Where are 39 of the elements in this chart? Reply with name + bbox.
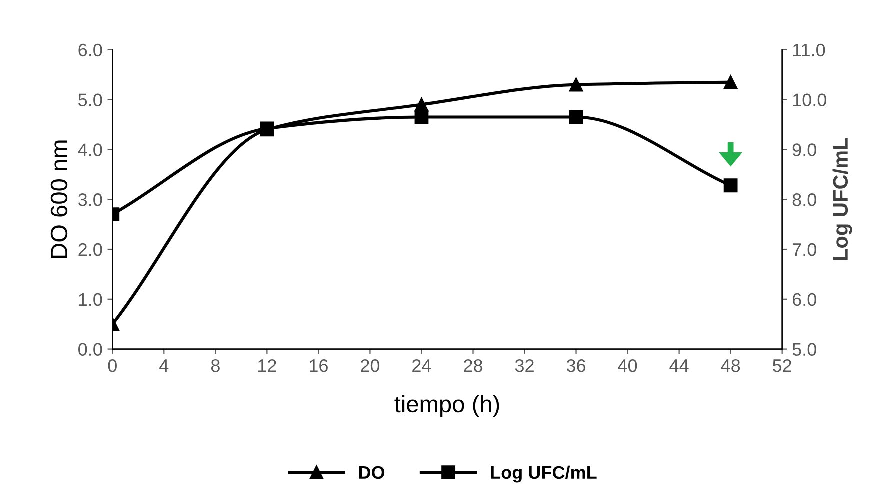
point <box>414 110 429 124</box>
y-tick-label: 0.0 <box>78 343 102 356</box>
x-tick-label: 40 <box>618 360 638 372</box>
point <box>260 122 274 136</box>
y2-tick-label: 7.0 <box>792 243 816 256</box>
y-axis-title: DO 600 nm <box>50 140 68 258</box>
x-tick-label: 48 <box>721 360 740 372</box>
legend-label: Log UFC/mL <box>491 466 597 483</box>
y-tick-label: 3.0 <box>78 194 102 206</box>
y2-tick-label: 5.0 <box>792 343 816 356</box>
y-tick-label: 1.0 <box>79 293 102 306</box>
y-tick-label: 6.0 <box>78 44 102 57</box>
y2-tick-label: 8.0 <box>792 194 816 206</box>
y2-tick-label: 9.0 <box>792 144 816 156</box>
x-tick-label: 24 <box>412 360 432 372</box>
point <box>569 78 584 92</box>
y2-tick-label: 11.0 <box>793 44 826 57</box>
x-tick-label: 12 <box>258 360 276 372</box>
x-tick-label: 20 <box>361 360 380 372</box>
point <box>724 178 738 193</box>
x-tick-label: 8 <box>211 360 220 372</box>
x-tick-label: 52 <box>773 360 792 372</box>
y2-axis-title: Log UFC/mL <box>832 138 852 260</box>
x-tick-label: 4 <box>160 360 169 372</box>
y-tick-label: 4.0 <box>78 144 102 156</box>
point <box>569 110 584 124</box>
y-tick-label: 5.0 <box>78 94 102 107</box>
x-tick-label: 0 <box>108 360 117 372</box>
x-axis-title: tiempo (h) <box>394 395 500 418</box>
x-tick-label: 28 <box>464 360 483 372</box>
x-tick-label: 32 <box>515 360 534 372</box>
x-tick-label: 16 <box>310 360 328 372</box>
point <box>724 75 738 90</box>
legend-label: DO <box>359 466 385 480</box>
y2-tick-label: 10.0 <box>793 94 826 107</box>
y-tick-label: 2.0 <box>78 243 102 256</box>
x-tick-label: 44 <box>670 360 689 372</box>
x-tick-label: 36 <box>566 360 586 372</box>
y2-tick-label: 6.0 <box>792 293 816 306</box>
